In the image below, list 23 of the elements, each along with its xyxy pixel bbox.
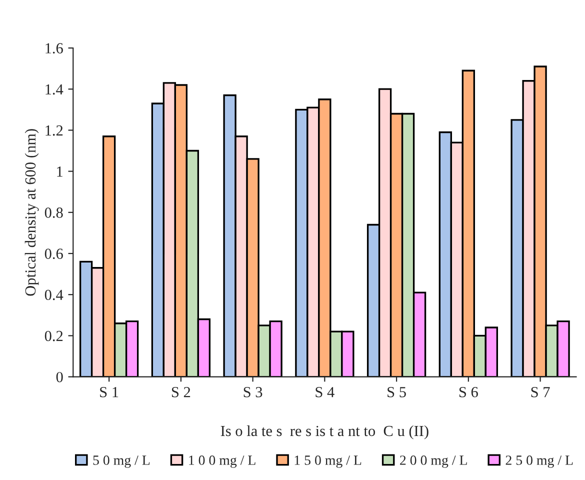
x-axis-title: Is o la te s re s is t a nt to C u (II) — [220, 425, 428, 440]
x-tick-label: S 5 — [388, 387, 406, 398]
y-tick-label: 1 — [57, 166, 62, 177]
y-tick-label: 0.8 — [44, 208, 63, 218]
y-tick-label: 0.6 — [44, 248, 63, 260]
x-tick-label: S 2 — [172, 387, 190, 398]
y-tick-label: 1.6 — [46, 43, 63, 54]
y-tick-label: 1.4 — [46, 84, 64, 95]
y-tick-label: 1.2 — [46, 125, 63, 136]
legend-label: 5 0 mg / L — [93, 456, 150, 468]
legend-label: 2 5 0 mg / L — [506, 456, 573, 468]
legend-label: 1 5 0 mg / L — [294, 456, 362, 468]
x-tick-label: S 6 — [459, 387, 478, 398]
legend-label: 2 0 0 mg / L — [400, 456, 467, 468]
x-tick-label: S 3 — [244, 387, 262, 398]
y-tick-label: 0 — [56, 372, 63, 382]
y-axis-title: Optical density at 600 (nm) — [24, 129, 39, 296]
x-tick-label: S 4 — [316, 387, 334, 398]
y-tick-label: 0.4 — [44, 290, 64, 300]
x-tick-label: S 7 — [531, 387, 550, 398]
y-tick-label: 0.2 — [44, 330, 63, 342]
x-tick-label: S 1 — [100, 387, 118, 398]
legend-label: 1 0 0 mg / L — [189, 456, 256, 468]
